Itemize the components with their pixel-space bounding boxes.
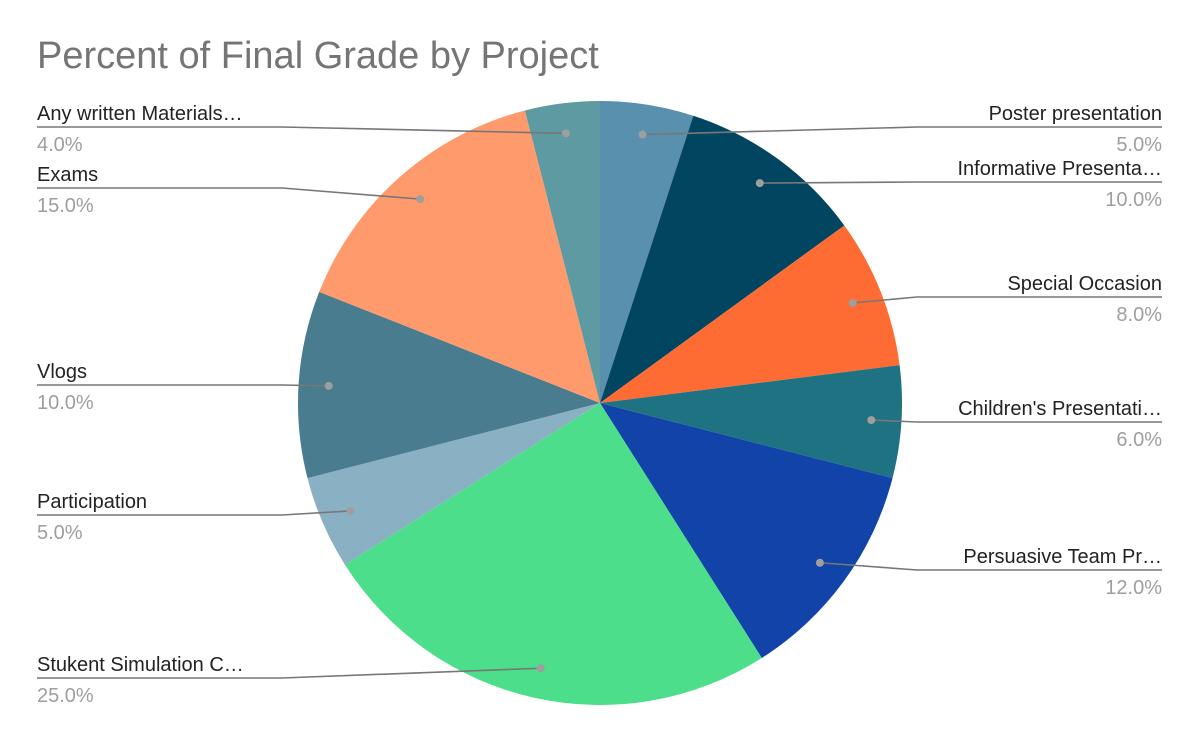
leader-line [37, 126, 566, 135]
leader-line [852, 296, 1162, 304]
slice-percent: 5.0% [37, 522, 83, 544]
leader-line [37, 187, 421, 200]
leader-line [37, 667, 541, 679]
leader-dot [848, 298, 857, 307]
pie-slice [319, 110, 600, 403]
pie-slice [600, 101, 694, 403]
chart-title: Percent of Final Grade by Project [37, 35, 599, 77]
pie-slice [345, 403, 762, 705]
leader-line [37, 384, 329, 387]
leader-line [819, 561, 1162, 571]
slice-label: Persuasive Team Pr… [963, 546, 1162, 568]
leader-line [871, 419, 1162, 423]
slice-label: Children's Presentati… [958, 398, 1162, 420]
pie-slice [600, 115, 845, 403]
leader-dot [416, 195, 425, 204]
leader-dot [755, 179, 764, 188]
pie-slice [600, 365, 902, 479]
pie-slice [297, 291, 600, 479]
leader-dot [346, 506, 355, 515]
slice-percent: 4.0% [37, 134, 83, 156]
leader-dot [815, 558, 824, 567]
slices-layer [297, 101, 902, 705]
leader-dot [638, 130, 647, 139]
slice-percent: 10.0% [37, 392, 94, 414]
leader-line [37, 510, 351, 516]
slice-percent: 6.0% [1116, 429, 1162, 451]
slice-percent: 10.0% [1105, 189, 1162, 211]
slice-label: Special Occasion [1007, 273, 1162, 295]
slice-label: Stukent Simulation C… [37, 654, 244, 676]
slice-percent: 5.0% [1116, 134, 1162, 156]
slice-label: Exams [37, 164, 98, 186]
pie-slice [307, 403, 600, 565]
pie-slice [600, 403, 893, 658]
slice-percent: 12.0% [1105, 577, 1162, 599]
leader-line [759, 181, 1162, 184]
leader-dot [536, 664, 545, 673]
slice-label: Participation [37, 491, 147, 513]
pie-slice [524, 101, 600, 403]
slice-label: Poster presentation [989, 103, 1162, 125]
leader-line [642, 126, 1162, 136]
slice-label: Vlogs [37, 361, 87, 383]
slice-percent: 8.0% [1116, 304, 1162, 326]
leader-dot [561, 129, 570, 138]
slice-label: Informative Presenta… [957, 158, 1162, 180]
leaders-layer [37, 126, 1162, 679]
slice-percent: 15.0% [37, 195, 94, 217]
leader-dot [867, 416, 876, 425]
slice-percent: 25.0% [37, 685, 94, 707]
pie-slice [600, 225, 900, 403]
leader-dot [324, 381, 333, 390]
slice-label: Any written Materials… [37, 103, 243, 125]
